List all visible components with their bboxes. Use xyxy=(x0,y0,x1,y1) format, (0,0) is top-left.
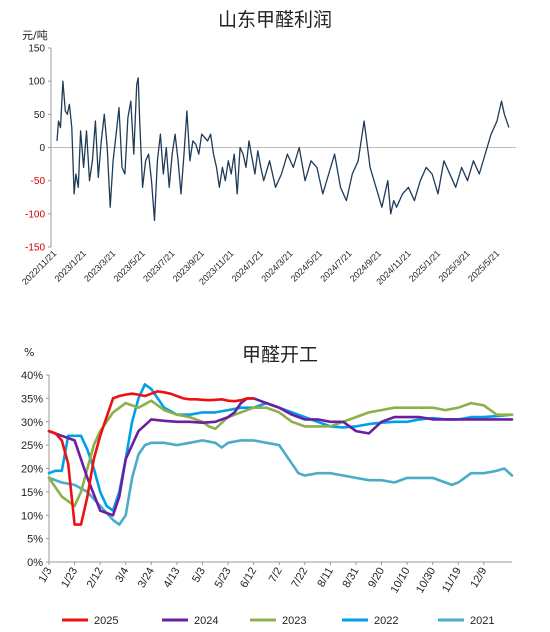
operating-y-tick-label: 35% xyxy=(21,393,43,405)
profit-y-tick-label: -150 xyxy=(25,243,45,254)
profit-chart: 山东甲醛利润 元/吨 150 100 50 0 -50 -100 -150 2022/11/… xyxy=(20,9,516,287)
operating-y-tick-label: 25% xyxy=(21,440,43,452)
operating-x-tick-label: 1/23 xyxy=(59,566,80,591)
operating-y-tick-label: 10% xyxy=(21,510,43,522)
legend-label-2022: 2022 xyxy=(374,615,398,627)
profit-y-tick-label: -100 xyxy=(25,209,45,220)
legend-label-2023: 2023 xyxy=(282,615,306,627)
operating-x-tick-label: 6/12 xyxy=(238,566,259,591)
operating-y-tick-label: 0% xyxy=(27,557,43,569)
profit-y-tick-label: 100 xyxy=(28,77,45,88)
profit-y-tick-label: 50 xyxy=(34,110,46,121)
operating-x-tick-label: 7/2 xyxy=(267,566,285,585)
operating-x-tick-label: 5/3 xyxy=(190,566,208,585)
operating-x-tick-label: 10/10 xyxy=(389,566,413,596)
profit-series-line xyxy=(56,77,510,222)
operating-y-tick-label: 40% xyxy=(21,370,43,382)
legend-label-2025: 2025 xyxy=(94,615,118,627)
profit-x-tick-label: 2022/11/21 xyxy=(20,248,58,286)
operating-x-tick-label: 3/24 xyxy=(136,566,157,591)
operating-x-tick-label: 5/23 xyxy=(213,566,234,591)
legend-label-2024: 2024 xyxy=(194,615,218,627)
operating-y-tick-label: 20% xyxy=(21,464,43,476)
operating-x-tick-label: 11/19 xyxy=(440,566,464,595)
operating-rate-chart: 甲醛开工 % 40%35%30%25%20%15%10%5%0% 1/3 1/23… xyxy=(21,344,514,627)
operating-x-tick-label: 9/20 xyxy=(366,566,387,591)
operating-chart-title: 甲醛开工 xyxy=(242,344,318,366)
profit-y-tick-label: -50 xyxy=(31,176,46,187)
operating-y-tick-label: 5% xyxy=(27,534,43,546)
operating-x-tick-label: 7/22 xyxy=(289,566,310,591)
operating-y-tick-label: 30% xyxy=(21,417,43,429)
legend-label-2021: 2021 xyxy=(470,615,494,627)
series-line-2021 xyxy=(47,439,514,526)
operating-x-tick-label: 2/12 xyxy=(85,566,106,591)
series-line-2025 xyxy=(47,390,255,526)
operating-x-tick-label: 8/31 xyxy=(340,566,361,591)
series-line-2022 xyxy=(47,383,514,512)
operating-x-tick-label: 10/30 xyxy=(414,566,438,596)
profit-y-tick-label: 0 xyxy=(39,143,45,154)
operating-x-tick-label: 12/9 xyxy=(468,566,489,591)
profit-y-tick-label: 150 xyxy=(28,44,45,55)
legend: 2025 2024 2023 2022 2021 xyxy=(62,615,494,627)
operating-x-tick-label: 4/13 xyxy=(161,566,182,591)
profit-chart-unit: 元/吨 xyxy=(22,29,48,42)
operating-x-tick-label: 3/4 xyxy=(113,566,131,585)
profit-x-tick-label: 2025/5/21 xyxy=(466,248,501,283)
series-line-2024 xyxy=(47,397,514,517)
operating-chart-unit: % xyxy=(24,346,34,359)
operating-y-tick-label: 15% xyxy=(21,487,43,499)
operating-x-tick-label: 8/11 xyxy=(315,566,336,590)
profit-chart-title: 山东甲醛利润 xyxy=(218,9,332,31)
